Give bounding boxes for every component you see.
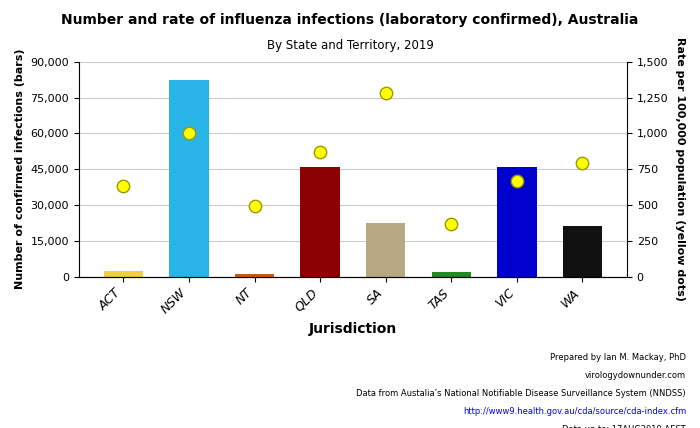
Point: [511, 177, 522, 184]
Point: [577, 160, 588, 167]
Text: Data from Austalia’s National Notifiable Disease Surveillance System (NNDSS): Data from Austalia’s National Notifiable…: [356, 389, 686, 398]
Bar: [432, 272, 471, 276]
Point: [446, 220, 457, 227]
Bar: [235, 273, 274, 276]
Bar: [497, 167, 536, 276]
Text: Data up to: 17AUG2019 AEST: Data up to: 17AUG2019 AEST: [562, 425, 686, 428]
Point: [118, 183, 129, 190]
Bar: [169, 80, 209, 276]
Y-axis label: Rate per 100,000 population (yellow dots): Rate per 100,000 population (yellow dots…: [675, 37, 685, 301]
X-axis label: Jurisdiction: Jurisdiction: [309, 322, 397, 336]
Bar: [366, 223, 405, 276]
Y-axis label: Number of confirmed infections (bars): Number of confirmed infections (bars): [15, 49, 25, 289]
Text: Number and rate of influenza infections (laboratory confirmed), Australia: Number and rate of influenza infections …: [62, 13, 638, 27]
Text: http://www9.health.gov.au/cda/source/cda-index.cfm: http://www9.health.gov.au/cda/source/cda…: [463, 407, 686, 416]
Point: [380, 90, 391, 97]
Bar: [104, 270, 144, 276]
Text: By State and Territory, 2019: By State and Territory, 2019: [267, 39, 433, 51]
Bar: [563, 226, 602, 276]
Point: [183, 130, 195, 137]
Text: Prepared by Ian M. Mackay, PhD: Prepared by Ian M. Mackay, PhD: [550, 353, 686, 362]
Point: [314, 149, 326, 155]
Bar: [300, 167, 340, 276]
Point: [249, 203, 260, 210]
Text: virologydownunder.com: virologydownunder.com: [585, 371, 686, 380]
